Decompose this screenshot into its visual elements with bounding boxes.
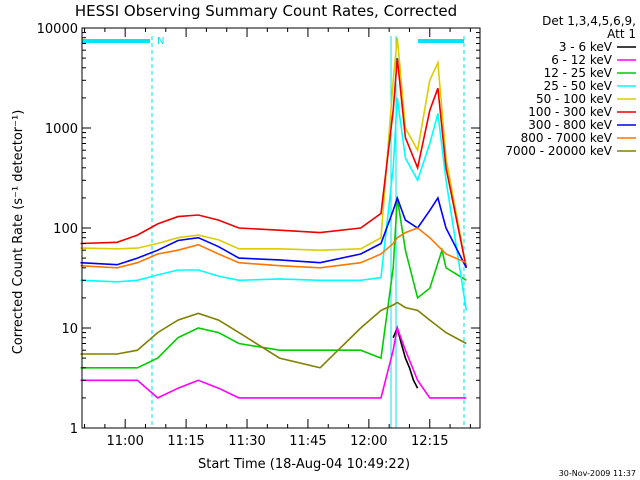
chart-title: HESSI Observing Summary Count Rates, Cor…: [75, 2, 457, 20]
y-tick-label: 10: [61, 322, 78, 337]
legend-label: 3 - 6 keV: [559, 40, 613, 54]
axes: 1 10 100 1000 10000 11:00 11:15 11:30 11:45 12:00…: [37, 22, 481, 449]
y-tick-label: 100: [53, 222, 78, 237]
legend-label: 12 - 25 keV: [544, 66, 613, 80]
series-layer: [80, 37, 468, 399]
legend-label: 50 - 100 keV: [536, 92, 613, 106]
footer-timestamp: 30-Nov-2009 11:37: [559, 469, 636, 478]
series-line-1: [80, 324, 467, 399]
x-tick-label: 11:00: [106, 434, 143, 449]
y-tick-label: 10000: [37, 22, 78, 37]
series-line-3: [80, 97, 468, 311]
legend-label: 800 - 7000 keV: [521, 131, 613, 145]
x-tick-label: 11:30: [228, 434, 265, 449]
legend-label: 100 - 300 keV: [528, 105, 612, 119]
legend-label: 6 - 12 keV: [551, 53, 613, 67]
plot-frame: [81, 27, 481, 429]
top-bar-label: N: [157, 36, 164, 47]
y-axis-label: Corrected Count Rate (s⁻¹ detector⁻¹): [11, 110, 26, 355]
x-axis-label: Start Time (18-Aug-04 10:49:22): [198, 457, 410, 472]
legend-header: Att 1: [607, 27, 636, 41]
y-tick-label: 1000: [45, 122, 78, 137]
series-line-8: [80, 301, 467, 369]
y-tick-label: 1: [70, 422, 78, 437]
legend-header: Det 1,3,4,5,6,9,: [542, 14, 636, 28]
series-line-7: [80, 227, 467, 269]
series-line-4: [80, 37, 468, 268]
series-line-5: [80, 58, 468, 268]
series-line-0: [392, 325, 419, 389]
legend-label: 25 - 50 keV: [544, 79, 613, 93]
x-tick-label: 12:00: [350, 434, 387, 449]
series-line-2: [80, 197, 467, 369]
x-tick-label: 12:15: [411, 434, 448, 449]
x-tick-label: 11:45: [289, 434, 326, 449]
x-tick-label: 11:15: [167, 434, 204, 449]
legend-label: 7000 - 20000 keV: [505, 144, 612, 158]
series-line-6: [80, 195, 468, 269]
legend-label: 300 - 800 keV: [528, 118, 612, 132]
